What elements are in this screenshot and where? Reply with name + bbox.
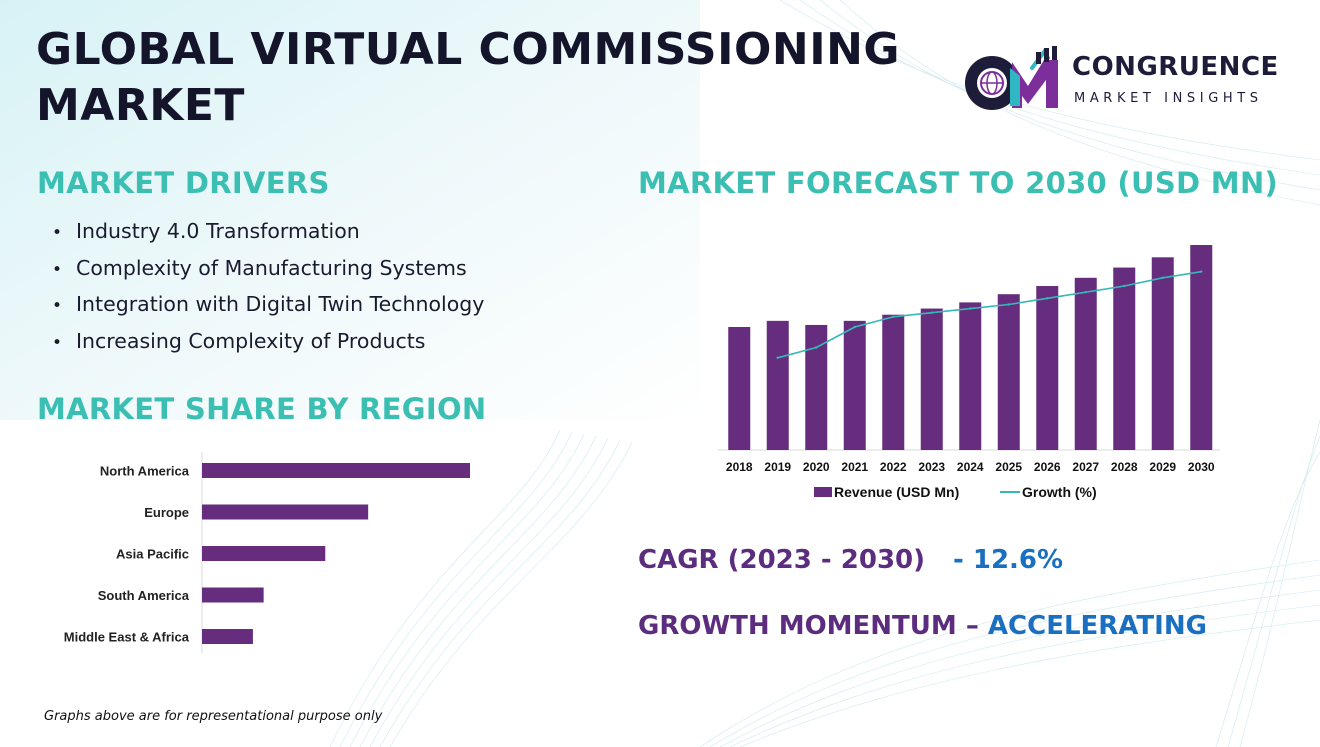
logo-subtitle: MARKET INSIGHTS [1074, 91, 1263, 106]
year-tick-label: 2018 [726, 460, 753, 474]
growth-momentum: GROWTH MOMENTUM – ACCELERATING [638, 611, 1207, 641]
year-tick-label: 2029 [1149, 460, 1176, 474]
driver-item-label: Complexity of Manufacturing Systems [76, 255, 467, 280]
growth-point [815, 346, 818, 349]
legend-revenue-label: Revenue (USD Mn) [834, 484, 959, 500]
region-bar [202, 504, 369, 520]
growth-point [1123, 284, 1126, 288]
region-tick-label: South America [98, 588, 190, 603]
revenue-bar [843, 320, 866, 450]
bullet-icon: • [52, 259, 63, 280]
revenue-bar [959, 302, 982, 450]
company-logo: CONGRUENCE MARKET INSIGHTS [962, 46, 1292, 116]
year-tick-label: 2019 [764, 460, 791, 474]
bullet-icon: • [52, 333, 63, 354]
year-tick-label: 2021 [841, 460, 868, 474]
growth-point [892, 315, 895, 318]
growth-point [1084, 290, 1087, 294]
year-tick-label: 2023 [918, 460, 945, 474]
logo-name: CONGRUENCE [1072, 52, 1279, 82]
driver-item-label: Integration with Digital Twin Technology [76, 292, 485, 317]
year-tick-label: 2026 [1034, 460, 1061, 474]
revenue-bar [1113, 267, 1136, 450]
region-bar [202, 463, 470, 478]
drivers-list: • Industry 4.0 Transformation • Complexity… [52, 216, 484, 363]
region-tick-label: Middle East & Africa [64, 630, 190, 645]
region-tick-label: Europe [144, 505, 189, 520]
region-tick-label: Asia Pacific [116, 547, 189, 562]
growth-point [1200, 270, 1203, 273]
revenue-bar [1036, 286, 1059, 450]
cagr-value: - 12.6% [953, 545, 1064, 575]
cagr-label: CAGR (2023 - 2030) [638, 545, 926, 575]
forecast-heading: MARKET FORECAST TO 2030 (USD MN) [638, 166, 1279, 200]
growth-point [969, 307, 972, 310]
region-bar [202, 629, 253, 644]
bullet-icon: • [52, 223, 63, 243]
cagr-stat: CAGR (2023 - 2030) - 12.6% [638, 545, 1063, 575]
legend-growth-label: Growth (%) [1022, 484, 1097, 500]
revenue-bar [997, 294, 1020, 450]
driver-item-label: Industry 4.0 Transformation [76, 219, 360, 243]
momentum-value: ACCELERATING [987, 611, 1207, 641]
growth-point [1161, 276, 1164, 279]
year-tick-label: 2027 [1072, 460, 1099, 474]
region-bar [202, 546, 326, 561]
driver-item-label: Increasing Complexity of Products [76, 329, 426, 354]
driver-item: • Industry 4.0 Transformation [52, 216, 484, 253]
year-tick-label: 2025 [995, 460, 1022, 474]
revenue-bar [920, 308, 943, 450]
revenue-bar [1190, 245, 1213, 450]
page-title: GLOBAL VIRTUAL COMMISSIONING MARKET [36, 24, 901, 131]
region-bar [202, 587, 264, 603]
growth-point [1046, 297, 1049, 300]
revenue-bar [882, 314, 905, 450]
driver-item: • Integration with Digital Twin Technolog… [52, 289, 484, 326]
growth-line [777, 270, 1202, 359]
growth-point [776, 356, 779, 359]
growth-point [1007, 303, 1010, 306]
region-share-chart: North America Europe Asia Pacific South Ame… [64, 452, 470, 653]
momentum-label: GROWTH MOMENTUM – [638, 611, 979, 641]
year-tick-label: 2020 [803, 460, 830, 474]
year-tick-label: 2030 [1188, 460, 1215, 474]
region-share-heading: MARKET SHARE BY REGION [37, 392, 487, 426]
year-tick-label: 2024 [957, 460, 984, 474]
revenue-bar [766, 320, 789, 450]
market-drivers-heading: MARKET DRIVERS [37, 166, 330, 200]
year-tick-label: 2022 [880, 460, 907, 474]
driver-item: • Complexity of Manufacturing Systems [52, 253, 484, 290]
growth-point [930, 311, 933, 314]
revenue-bar [728, 327, 751, 450]
region-tick-label: North America [100, 464, 190, 479]
year-tick-label: 2028 [1111, 460, 1138, 474]
cm-monogram-icon [965, 46, 1058, 110]
forecast-chart: 2018 2019 2020 2021 2022 2023 2024 2025 2026 2027… [718, 245, 1220, 500]
revenue-bar [805, 324, 828, 450]
footnote: Graphs above are for representational pu… [44, 709, 383, 724]
legend-revenue-swatch [814, 487, 832, 497]
growth-point [853, 325, 856, 329]
revenue-bar [1074, 277, 1097, 450]
bullet-icon: • [52, 296, 63, 317]
driver-item: • Increasing Complexity of Products [52, 326, 484, 363]
revenue-bar [1151, 257, 1174, 450]
